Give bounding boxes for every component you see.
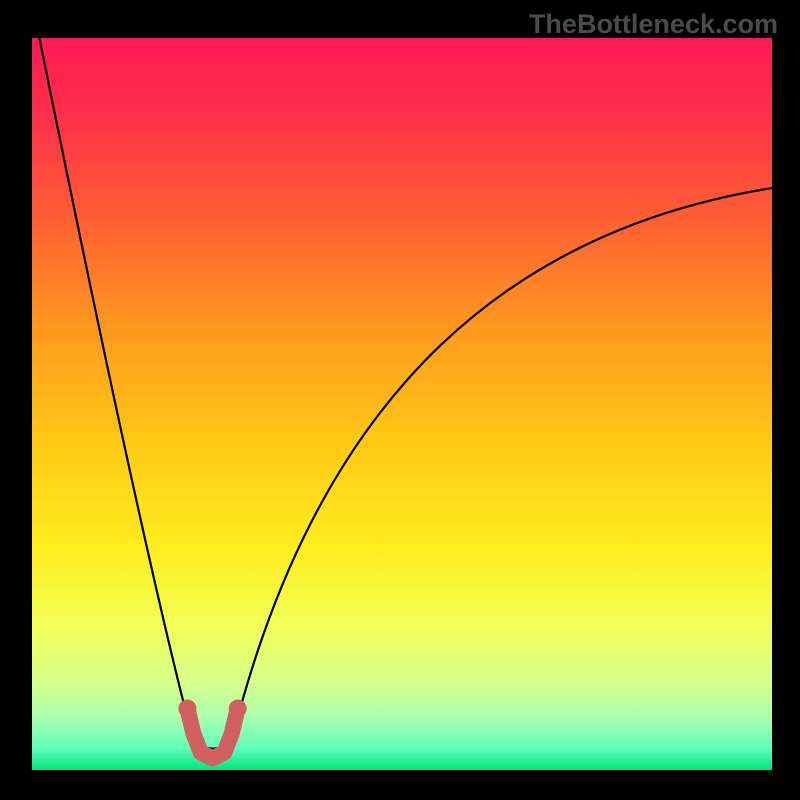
chart-container: TheBottleneck.com bbox=[0, 0, 800, 800]
valley-marker-dot bbox=[178, 700, 196, 718]
plot-svg bbox=[32, 38, 772, 770]
valley-marker-dot bbox=[229, 700, 247, 718]
gradient-background bbox=[32, 38, 772, 770]
watermark-label: TheBottleneck.com bbox=[529, 9, 778, 40]
